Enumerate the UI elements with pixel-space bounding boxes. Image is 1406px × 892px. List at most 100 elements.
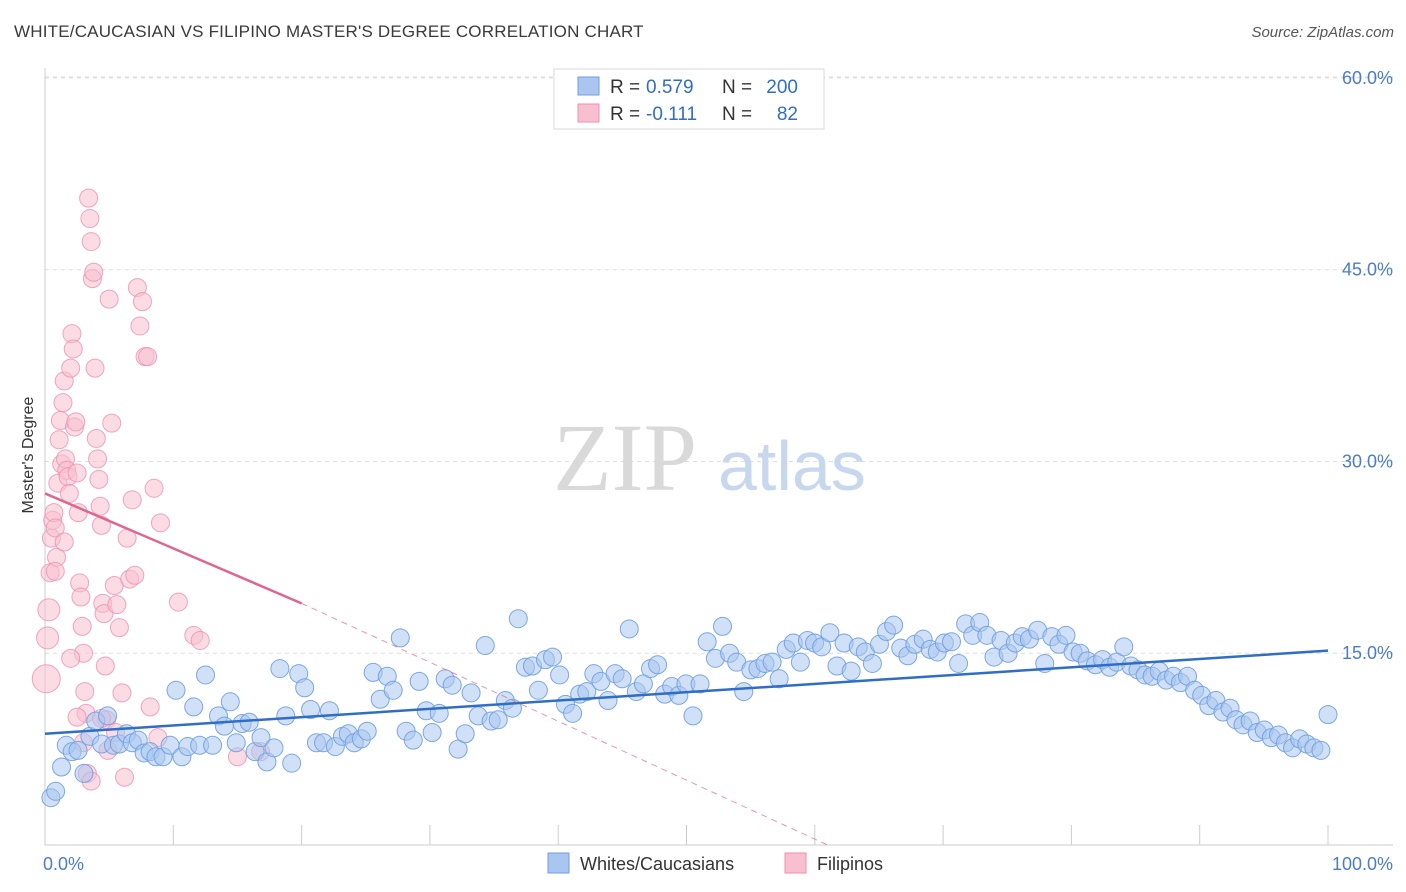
filipino-point [81, 232, 101, 252]
filipino-point [95, 656, 115, 676]
white-point [1114, 637, 1134, 657]
white-point [697, 632, 717, 652]
filipino-point [168, 592, 188, 612]
filipino-point [49, 430, 69, 450]
filipino-point [80, 209, 100, 229]
filipino-point [85, 358, 105, 378]
white-point [403, 730, 423, 750]
white-point [563, 703, 583, 723]
white-point [712, 616, 732, 636]
white-point [762, 652, 782, 672]
filipino-point [61, 358, 81, 378]
white-point [270, 659, 290, 679]
filipino-point [45, 518, 65, 538]
filipino-point [190, 630, 210, 650]
filipino-point [75, 682, 95, 702]
legend-swatch-blue [577, 76, 600, 96]
white-point [475, 636, 495, 656]
white-point [455, 724, 475, 744]
filipino-point [59, 483, 79, 503]
white-point [648, 655, 668, 675]
white-point [941, 632, 961, 652]
filipinos-points [31, 188, 271, 791]
white-point [769, 669, 789, 689]
white-point [251, 728, 271, 748]
filipino-point [72, 616, 92, 636]
white-point [488, 710, 508, 730]
axes [44, 68, 1393, 846]
white-point [301, 699, 321, 719]
white-point [841, 661, 861, 681]
y-tick-label-30: 30.0% [1342, 451, 1393, 471]
white-point [422, 722, 442, 742]
bottom-legend-whites: Whites/Caucasians [580, 854, 734, 874]
white-point [319, 701, 339, 721]
white-point [577, 682, 597, 702]
filipino-point [61, 648, 81, 668]
white-point [442, 675, 462, 695]
filipino-point [150, 513, 170, 533]
filipino-point [125, 565, 145, 585]
white-point [508, 609, 528, 629]
filipino-point [45, 561, 65, 581]
filipino-point [138, 347, 158, 367]
filipino-point [140, 697, 160, 717]
white-point [550, 665, 570, 685]
chart-title: WHITE/CAUCASIAN VS FILIPINO MASTER'S DEG… [14, 22, 644, 41]
white-point [357, 721, 377, 741]
filipino-point [86, 428, 106, 448]
white-point [633, 674, 653, 694]
filipinos-trend-line [44, 492, 303, 605]
filipino-point [130, 316, 150, 336]
legend-n-value-pink: 82 [777, 104, 798, 125]
white-point [790, 652, 810, 672]
filipinos-trend-extension [301, 602, 828, 846]
white-point [370, 689, 390, 709]
filipino-point [36, 626, 60, 650]
white-point [203, 735, 223, 755]
legend-n-value-blue: 200 [766, 77, 798, 98]
filipino-point [107, 595, 127, 615]
filipino-point [79, 188, 99, 208]
y-tick-label-60: 60.0% [1342, 68, 1393, 88]
white-point [46, 781, 66, 801]
filipino-point [84, 262, 104, 282]
white-point [239, 712, 259, 732]
white-point [282, 753, 302, 773]
white-point [812, 637, 832, 657]
white-point [409, 671, 429, 691]
white-point [820, 623, 840, 643]
y-tick-label-15: 15.0% [1342, 643, 1393, 663]
filipino-point [54, 532, 74, 552]
white-point [52, 757, 72, 777]
legend-n-label-blue: N = [722, 77, 752, 98]
filipino-point [53, 393, 73, 413]
source-credit: Source: ZipAtlas.com [1251, 24, 1394, 41]
legend-r-label-pink: R = [610, 104, 640, 125]
y-tick-labels: 15.0% 30.0% 45.0% 60.0% [1342, 68, 1393, 663]
white-point [683, 706, 703, 726]
white-point [734, 682, 754, 702]
white-point [598, 691, 618, 711]
filipino-point [122, 490, 142, 510]
white-point [98, 706, 118, 726]
trend-lines [44, 492, 1329, 846]
white-point [619, 619, 639, 639]
white-point [690, 674, 710, 694]
bottom-swatch-blue [547, 852, 570, 874]
filipino-point [67, 707, 87, 727]
filipino-point [144, 478, 164, 498]
filipino-point [99, 289, 119, 309]
y-tick-label-45: 45.0% [1342, 260, 1393, 280]
white-point [295, 678, 315, 698]
filipino-point [67, 463, 87, 483]
white-point [220, 692, 240, 712]
white-point [528, 680, 548, 700]
filipino-point [89, 469, 109, 489]
bottom-legend-filipinos: Filipinos [817, 854, 883, 874]
filipino-point [88, 449, 108, 469]
whites-trend-line [44, 649, 1329, 736]
legend-top: R = 0.579 N = 200 R = -0.111 N = 82 [553, 68, 825, 130]
whites-points [41, 609, 1338, 808]
